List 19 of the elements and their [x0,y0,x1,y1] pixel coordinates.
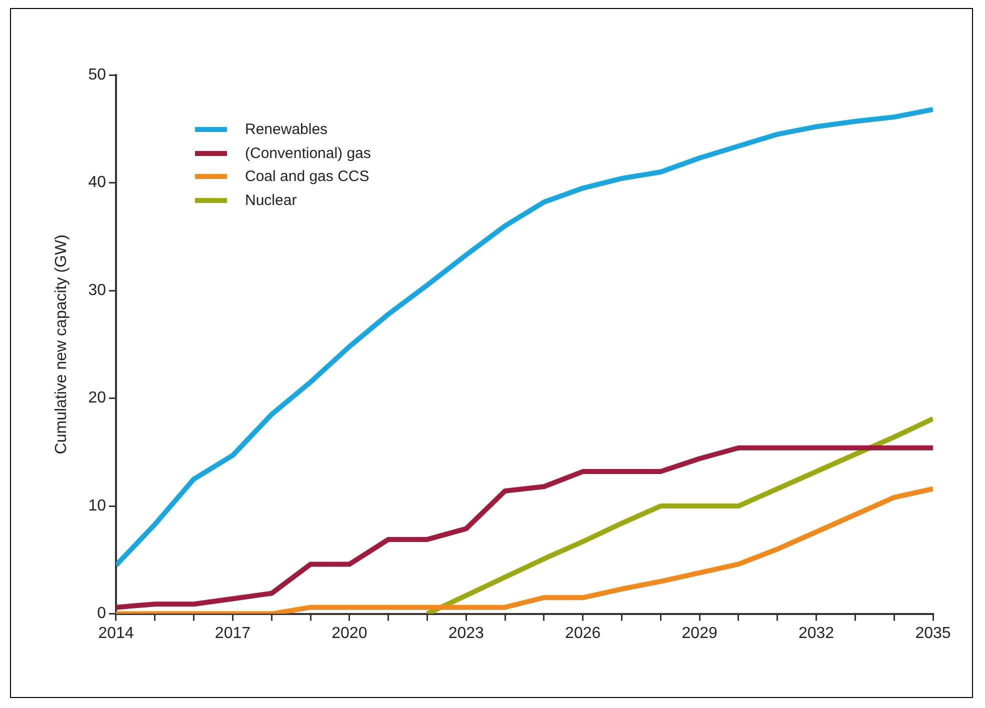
y-axis-title: Cumulative new capacity (GW) [53,234,70,454]
legend-label: Coal and gas CCS [245,168,370,186]
x-tick-label: 2029 [682,624,718,642]
x-tick-label: 2026 [565,624,601,642]
y-tick-label: 10 [88,497,106,514]
y-tick-label: 0 [97,605,106,622]
y-tick-label: 30 [88,282,106,299]
y-tick-label: 20 [88,390,106,407]
x-tick-label: 2032 [798,624,834,642]
y-tick-label: 40 [88,174,106,192]
x-tick-label: 2020 [332,624,368,642]
legend-label: Nuclear [245,192,297,209]
x-tick-label: 2017 [214,624,251,642]
x-tick-label: 2014 [98,624,134,642]
legend-label: Renewables [245,121,328,138]
x-tick-label: 2035 [915,624,951,642]
y-tick-label: 50 [88,66,106,84]
legend-label: (Conventional) gas [245,144,371,162]
x-tick-label: 2023 [448,624,484,642]
